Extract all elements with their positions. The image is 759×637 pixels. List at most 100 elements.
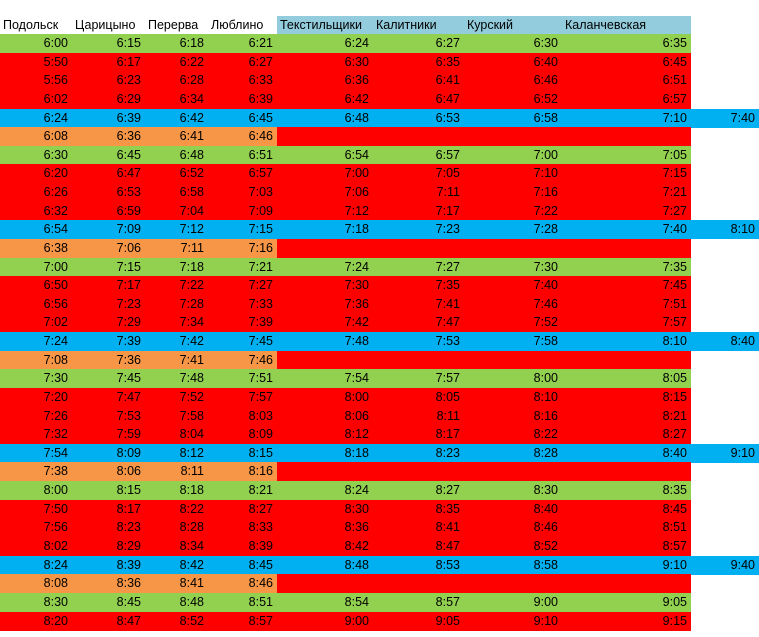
time-cell: 6:51 (208, 145, 277, 165)
time-cell: 6:45 (208, 108, 277, 128)
time-cell: 8:11 (145, 462, 208, 482)
time-cell: 7:54 (0, 443, 72, 463)
time-cell: 7:30 (464, 257, 562, 277)
time-cell: 7:41 (373, 294, 464, 314)
time-cell: 8:06 (277, 406, 373, 426)
time-cell: 9:40 (691, 555, 759, 575)
time-cell: 7:24 (0, 332, 72, 352)
time-cell: 8:09 (72, 443, 145, 463)
time-cell: 7:45 (72, 369, 145, 389)
time-cell: 7:58 (464, 332, 562, 352)
time-cell: 8:57 (373, 592, 464, 613)
empty-cell (373, 462, 464, 482)
time-cell: 6:57 (562, 89, 691, 109)
time-cell: 6:24 (277, 34, 373, 54)
time-cell: 7:11 (145, 238, 208, 259)
empty-cell (464, 350, 562, 370)
time-cell: 7:18 (277, 220, 373, 240)
time-cell: 7:47 (72, 387, 145, 408)
time-cell: 6:42 (277, 89, 373, 109)
time-cell: 8:40 (464, 499, 562, 519)
time-cell: 6:59 (72, 201, 145, 221)
time-cell: 8:27 (373, 481, 464, 501)
time-cell: 6:58 (145, 183, 208, 203)
time-cell: 6:42 (145, 108, 208, 128)
time-cell: 8:47 (373, 537, 464, 557)
time-cell: 6:48 (145, 145, 208, 165)
header-cell: Курский (464, 16, 562, 34)
time-cell: 8:12 (277, 425, 373, 445)
time-cell: 7:11 (373, 183, 464, 203)
time-cell: 6:32 (0, 201, 72, 221)
time-cell: 7:53 (72, 406, 145, 426)
time-cell: 6:28 (145, 71, 208, 91)
time-cell: 7:33 (208, 294, 277, 314)
time-cell: 8:27 (208, 499, 277, 519)
time-cell: 9:05 (562, 592, 691, 613)
time-cell: 6:52 (464, 89, 562, 109)
time-cell: 6:45 (72, 145, 145, 165)
time-cell: 7:27 (562, 201, 691, 221)
time-cell: 8:36 (277, 518, 373, 538)
empty-cell (277, 238, 373, 259)
time-cell: 8:51 (562, 518, 691, 538)
time-cell: 7:48 (277, 332, 373, 352)
time-cell: 6:18 (145, 34, 208, 54)
time-cell: 7:40 (562, 220, 691, 240)
time-cell: 7:16 (208, 238, 277, 259)
time-cell: 8:48 (277, 555, 373, 575)
time-cell: 6:52 (145, 164, 208, 184)
header-cell: Перерва (145, 16, 208, 34)
time-cell: 8:22 (145, 499, 208, 519)
time-cell: 7:28 (464, 220, 562, 240)
time-cell: 6:24 (0, 108, 72, 128)
time-cell: 7:30 (0, 369, 72, 389)
time-cell: 7:58 (145, 406, 208, 426)
time-cell: 7:54 (277, 369, 373, 389)
time-cell: 8:53 (373, 555, 464, 575)
time-cell: 6:57 (373, 145, 464, 165)
time-cell: 7:15 (562, 164, 691, 184)
time-cell: 6:41 (145, 127, 208, 147)
time-cell: 7:42 (145, 332, 208, 352)
time-cell: 6:17 (72, 52, 145, 72)
time-cell: 8:21 (562, 406, 691, 426)
time-cell: 7:50 (0, 499, 72, 519)
time-cell: 6:20 (0, 164, 72, 184)
time-cell: 7:00 (0, 257, 72, 277)
time-cell: 7:45 (208, 332, 277, 352)
time-cell: 8:21 (208, 481, 277, 501)
time-cell: 7:23 (373, 220, 464, 240)
time-cell: 6:35 (373, 52, 464, 72)
time-cell: 8:00 (0, 481, 72, 501)
empty-cell (464, 574, 562, 594)
time-cell: 8:05 (373, 387, 464, 408)
time-cell: 7:12 (145, 220, 208, 240)
time-cell: 8:42 (145, 555, 208, 575)
time-cell: 6:30 (464, 34, 562, 54)
time-cell: 8:17 (72, 499, 145, 519)
empty-cell (562, 350, 691, 370)
time-cell: 7:39 (208, 313, 277, 333)
time-cell: 8:48 (145, 592, 208, 613)
time-cell: 6:38 (0, 238, 72, 259)
time-cell: 7:30 (277, 276, 373, 296)
time-cell: 7:26 (0, 406, 72, 426)
time-cell: 6:56 (0, 294, 72, 314)
time-cell: 7:22 (464, 201, 562, 221)
time-cell: 6:57 (208, 164, 277, 184)
time-cell: 7:15 (72, 257, 145, 277)
time-cell: 6:53 (72, 183, 145, 203)
time-cell: 7:16 (464, 183, 562, 203)
time-cell: 8:20 (0, 611, 72, 631)
time-cell: 7:23 (72, 294, 145, 314)
time-cell: 7:56 (0, 518, 72, 538)
time-cell: 7:04 (145, 201, 208, 221)
empty-cell (562, 574, 691, 594)
time-cell: 8:15 (72, 481, 145, 501)
time-cell: 7:41 (145, 350, 208, 370)
time-cell: 7:40 (691, 108, 759, 128)
time-cell: 8:57 (562, 537, 691, 557)
empty-cell (562, 238, 691, 259)
